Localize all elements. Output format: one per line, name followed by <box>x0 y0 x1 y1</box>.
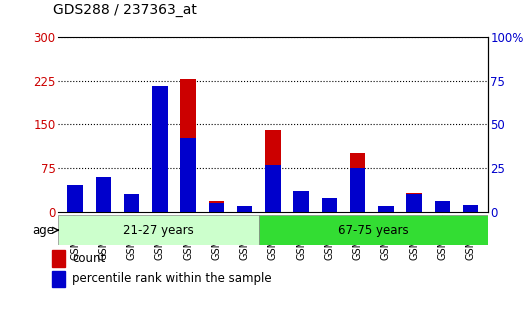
Bar <box>180 79 196 212</box>
Bar <box>435 204 450 212</box>
Bar <box>209 201 224 212</box>
Bar <box>180 138 196 212</box>
FancyBboxPatch shape <box>259 215 488 245</box>
Bar <box>350 154 366 212</box>
Bar <box>322 202 337 212</box>
Bar <box>124 194 139 212</box>
Bar <box>52 270 65 287</box>
Bar <box>96 177 111 212</box>
Bar <box>294 193 309 212</box>
Text: 67-75 years: 67-75 years <box>338 224 409 237</box>
Bar <box>265 130 281 212</box>
Bar <box>407 194 422 212</box>
Text: age: age <box>32 224 54 237</box>
Bar <box>378 207 394 212</box>
Bar <box>152 86 167 212</box>
Bar <box>96 190 111 212</box>
Bar <box>124 200 139 212</box>
Bar <box>237 206 252 212</box>
Bar <box>237 206 252 212</box>
Bar <box>152 154 167 212</box>
Bar <box>350 168 366 212</box>
Bar <box>435 201 450 212</box>
Bar <box>265 165 281 212</box>
Bar <box>67 193 83 212</box>
Text: GDS288 / 237363_at: GDS288 / 237363_at <box>53 3 197 17</box>
Bar <box>294 191 309 212</box>
Bar <box>407 193 422 212</box>
Text: 21-27 years: 21-27 years <box>123 224 194 237</box>
Bar <box>322 198 337 212</box>
FancyBboxPatch shape <box>58 215 259 245</box>
Bar <box>52 250 65 267</box>
Bar <box>378 206 394 212</box>
Text: percentile rank within the sample: percentile rank within the sample <box>72 272 271 285</box>
Bar <box>67 185 83 212</box>
Bar <box>209 203 224 212</box>
Bar <box>463 205 479 212</box>
Bar <box>463 207 479 212</box>
Text: count: count <box>72 252 105 265</box>
